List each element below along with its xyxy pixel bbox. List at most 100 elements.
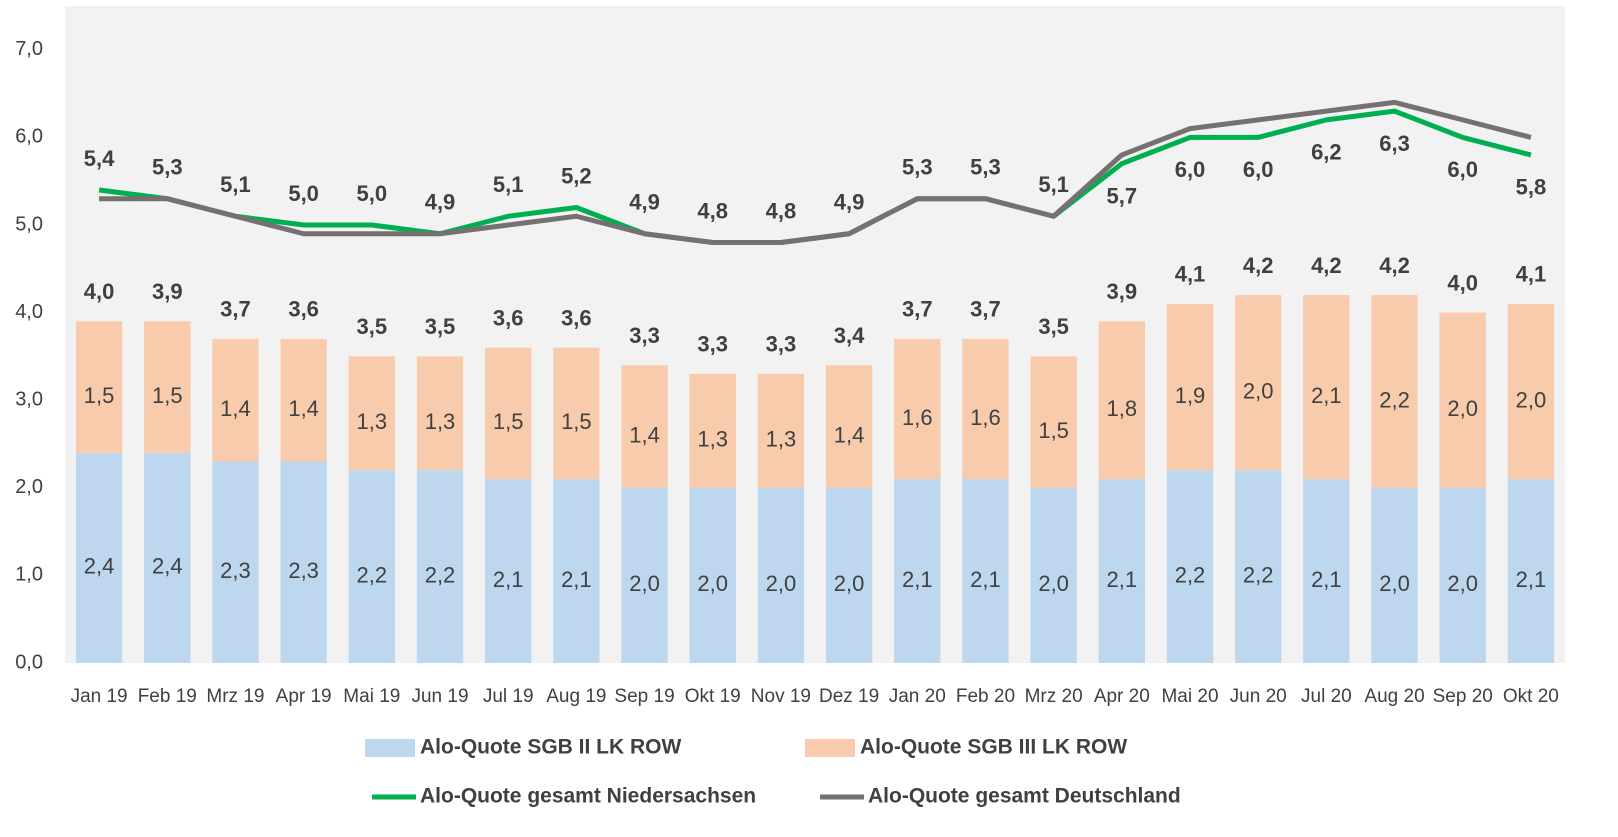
- data-label: 1,3: [766, 427, 797, 452]
- data-label: 2,2: [1243, 562, 1274, 587]
- line-label: 5,1: [493, 172, 524, 197]
- bar: [348, 470, 395, 663]
- data-label: 2,0: [1447, 396, 1478, 421]
- total-label: 3,3: [766, 332, 797, 357]
- line-label: 5,2: [561, 163, 592, 188]
- data-label: 2,0: [1379, 571, 1410, 596]
- total-label: 3,6: [493, 305, 524, 330]
- data-label: 2,3: [220, 558, 251, 583]
- line-label: 6,0: [1243, 157, 1274, 182]
- x-tick-label: Mrz 20: [1025, 686, 1083, 707]
- total-label: 3,5: [425, 314, 456, 339]
- line-label: 5,0: [357, 181, 388, 206]
- data-label: 1,5: [493, 409, 524, 434]
- x-tick-label: Feb 20: [956, 686, 1015, 707]
- total-label: 4,2: [1311, 253, 1342, 278]
- bar: [212, 338, 259, 462]
- data-label: 2,0: [834, 571, 865, 596]
- x-tick-label: Jul 20: [1301, 686, 1352, 707]
- y-tick-label: 7,0: [15, 38, 43, 60]
- bar: [416, 470, 464, 663]
- total-label: 4,0: [1447, 270, 1478, 295]
- bar: [485, 479, 532, 663]
- data-label: 2,2: [1379, 387, 1410, 412]
- line-label: 5,3: [152, 155, 183, 180]
- total-label: 4,0: [84, 279, 115, 304]
- bar: [416, 356, 464, 471]
- x-tick-label: Feb 19: [138, 686, 197, 707]
- data-label: 1,5: [84, 383, 115, 408]
- total-label: 3,6: [288, 297, 319, 322]
- legend-label: Alo-Quote SGB II LK ROW: [420, 736, 681, 759]
- x-tick-label: Sep 19: [614, 686, 674, 707]
- bar: [212, 461, 259, 663]
- line-label: 5,7: [1107, 183, 1138, 208]
- bar: [348, 356, 395, 471]
- total-label: 4,1: [1175, 262, 1206, 287]
- data-label: 1,9: [1175, 383, 1206, 408]
- legend-swatch: [805, 739, 855, 757]
- line-label: 5,1: [1038, 172, 1069, 197]
- data-label: 1,3: [425, 409, 456, 434]
- total-label: 3,5: [1038, 314, 1069, 339]
- legend-label: Alo-Quote gesamt Niedersachsen: [420, 785, 756, 808]
- total-label: 3,9: [152, 279, 183, 304]
- data-label: 2,1: [561, 567, 592, 592]
- y-tick-label: 0,0: [15, 651, 43, 673]
- data-label: 2,1: [1311, 383, 1342, 408]
- bar: [1166, 470, 1214, 663]
- x-tick-label: Aug 19: [546, 686, 606, 707]
- bar: [1371, 487, 1418, 663]
- bar: [1439, 312, 1486, 488]
- line-label: 4,9: [834, 190, 865, 215]
- data-label: 1,3: [697, 427, 728, 452]
- bar: [553, 479, 600, 663]
- data-label: 2,0: [766, 571, 797, 596]
- data-label: 1,6: [970, 405, 1001, 430]
- data-label: 2,1: [493, 567, 524, 592]
- total-label: 3,9: [1107, 279, 1138, 304]
- data-label: 2,1: [1311, 567, 1342, 592]
- x-tick-label: Jun 20: [1230, 686, 1287, 707]
- data-label: 2,0: [1038, 571, 1069, 596]
- data-label: 1,5: [152, 383, 183, 408]
- y-tick-label: 3,0: [15, 388, 43, 410]
- data-label: 1,4: [220, 396, 251, 421]
- bar: [553, 347, 600, 480]
- data-label: 1,4: [629, 422, 660, 447]
- bar: [1303, 295, 1350, 480]
- bar: [621, 365, 668, 488]
- bar: [1030, 356, 1077, 488]
- legend-label: Alo-Quote SGB III LK ROW: [860, 736, 1127, 759]
- data-label: 2,1: [902, 567, 933, 592]
- line-label: 5,8: [1516, 175, 1547, 200]
- x-tick-label: Jan 20: [889, 686, 946, 707]
- total-label: 4,1: [1516, 262, 1547, 287]
- data-label: 1,8: [1107, 396, 1138, 421]
- data-label: 2,2: [1175, 562, 1206, 587]
- line-label: 5,3: [902, 155, 933, 180]
- bar: [144, 321, 191, 453]
- bar: [962, 479, 1009, 663]
- x-tick-label: Jul 19: [483, 686, 534, 707]
- data-label: 2,4: [84, 554, 115, 579]
- line-label: 4,9: [629, 190, 660, 215]
- x-tick-label: Mrz 19: [206, 686, 264, 707]
- line-label: 5,4: [84, 146, 115, 171]
- bar: [757, 487, 805, 663]
- total-label: 3,5: [357, 314, 388, 339]
- y-tick-label: 2,0: [15, 476, 43, 498]
- total-label: 3,7: [902, 297, 933, 322]
- data-label: 1,5: [561, 409, 592, 434]
- line-label: 4,9: [425, 190, 456, 215]
- bar: [621, 487, 668, 663]
- bar: [1235, 295, 1282, 471]
- data-label: 1,3: [357, 409, 388, 434]
- bar: [1098, 479, 1145, 663]
- line-label: 6,2: [1311, 140, 1342, 165]
- bar: [894, 338, 941, 480]
- data-label: 1,4: [288, 396, 319, 421]
- bar: [689, 487, 736, 663]
- bar: [825, 365, 873, 488]
